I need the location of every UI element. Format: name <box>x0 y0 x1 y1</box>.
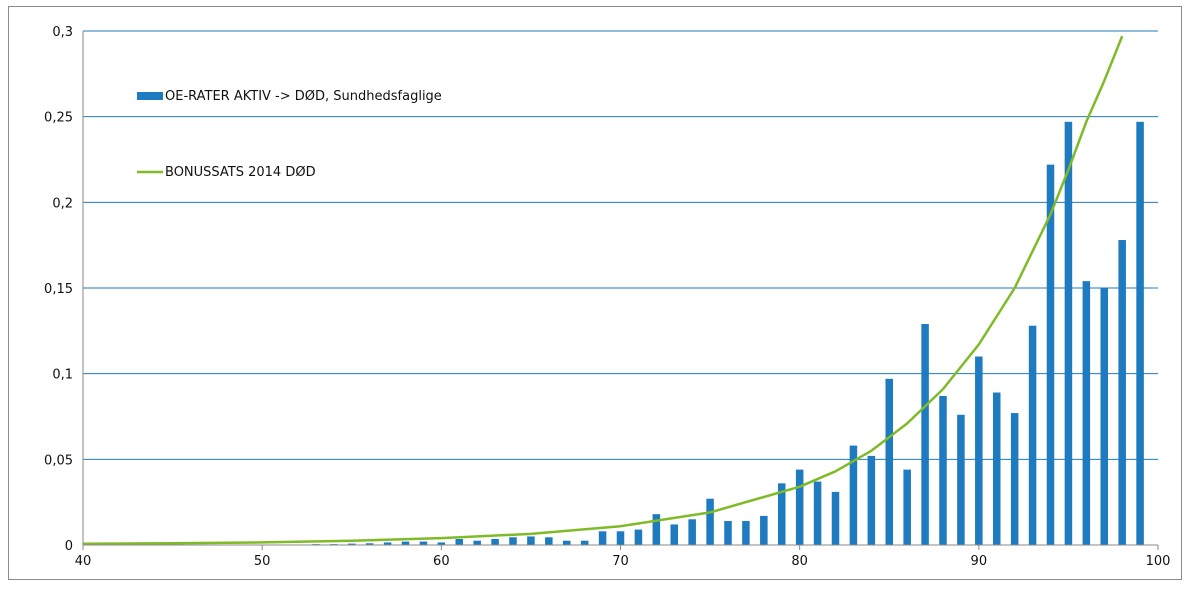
x-tick-label: 100 <box>1146 554 1171 569</box>
bar <box>1136 121 1144 545</box>
bar <box>992 392 1001 545</box>
x-tick-label: 50 <box>254 554 271 569</box>
bar <box>401 541 410 545</box>
bar <box>724 521 732 545</box>
legend-swatch-bars <box>137 92 163 100</box>
y-tick-label: 0,25 <box>44 111 73 126</box>
bar <box>652 514 661 545</box>
chart: 0 0,05 0,1 0,15 0,2 0,25 0,3 40 50 60 70 80 90 100 O… <box>44 25 1171 569</box>
bar <box>491 539 499 545</box>
bar <box>598 531 607 545</box>
legend-label-line: BONUSSATS 2014 DØD <box>165 165 316 180</box>
bar <box>1118 240 1126 545</box>
bar <box>347 543 356 545</box>
bar <box>437 542 446 545</box>
line-path <box>82 35 1124 546</box>
bar <box>903 469 911 545</box>
bar <box>975 356 983 545</box>
bar <box>1028 325 1037 545</box>
bar <box>1082 281 1091 545</box>
bar <box>419 541 428 545</box>
bar-series <box>312 121 1144 545</box>
bar <box>580 540 589 545</box>
y-tick-label: 0,15 <box>44 282 73 297</box>
y-tick-label: 0,05 <box>44 453 73 468</box>
bar <box>670 524 679 545</box>
legend: OE-RATER AKTIV -> DØD, Sundhedsfaglige B… <box>137 89 442 180</box>
y-tick-labels: 0 0,05 0,1 0,15 0,2 0,25 0,3 <box>44 25 73 554</box>
bar <box>831 491 840 545</box>
legend-label-bars: OE-RATER AKTIV -> DØD, Sundhedsfaglige <box>165 89 442 104</box>
bar <box>562 540 571 545</box>
x-tick-label: 40 <box>75 554 92 569</box>
bar <box>1010 413 1019 545</box>
chart-frame: 0 0,05 0,1 0,15 0,2 0,25 0,3 40 50 60 70 80 90 100 O… <box>8 6 1182 580</box>
bar <box>742 521 750 545</box>
bar <box>634 529 643 545</box>
bar <box>867 455 876 545</box>
bar <box>885 378 894 545</box>
bar <box>473 540 481 545</box>
x-tick-labels: 40 50 60 70 80 90 100 <box>75 545 1171 569</box>
bar <box>706 498 714 545</box>
bar <box>939 395 947 545</box>
y-tick-label: 0,1 <box>52 368 73 383</box>
bar <box>1100 288 1109 545</box>
bar <box>688 519 696 545</box>
bar <box>957 414 965 545</box>
bar <box>1046 164 1055 545</box>
bar <box>1064 121 1073 545</box>
bar <box>365 543 374 545</box>
y-tick-label: 0,2 <box>52 196 73 211</box>
bar <box>616 531 625 545</box>
bar <box>383 542 392 545</box>
y-tick-label: 0,3 <box>52 25 73 40</box>
bar <box>527 536 535 545</box>
x-tick-label: 70 <box>612 554 629 569</box>
bar <box>455 539 464 545</box>
y-tick-label: 0 <box>65 539 73 554</box>
x-tick-label: 90 <box>971 554 988 569</box>
bar <box>813 481 822 545</box>
x-tick-label: 80 <box>791 554 808 569</box>
bar <box>777 483 786 545</box>
bar <box>921 323 929 545</box>
bar <box>760 515 768 545</box>
line-series <box>82 35 1124 546</box>
bar <box>509 537 517 545</box>
bar <box>545 537 553 545</box>
x-tick-label: 60 <box>433 554 450 569</box>
bar <box>849 445 858 545</box>
bar <box>795 469 804 545</box>
